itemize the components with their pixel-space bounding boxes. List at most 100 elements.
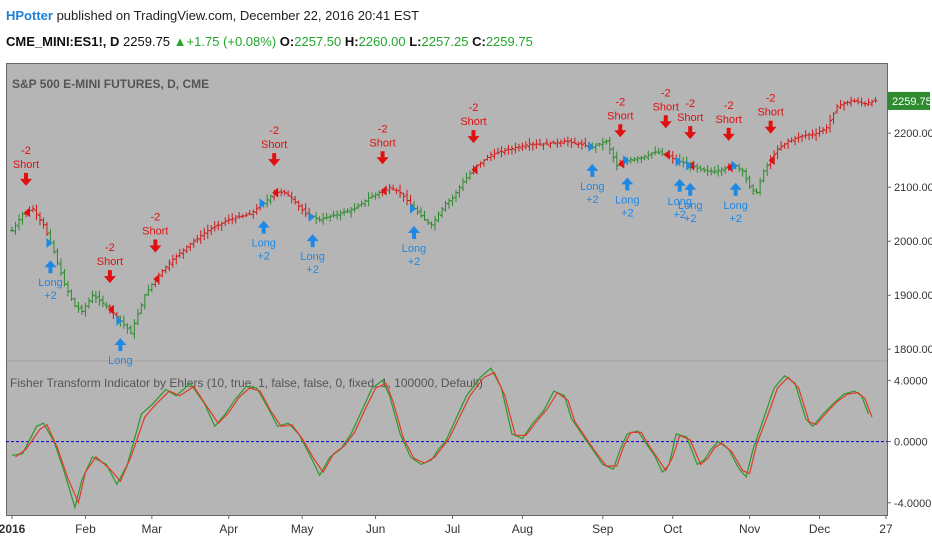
- short-arrow-icon: [764, 120, 777, 134]
- long-signal-value: +2: [257, 251, 270, 263]
- indicator-tick-label: -4.0000: [894, 498, 931, 510]
- time-tick-label: Feb: [75, 522, 96, 536]
- long-entry-marker: [675, 156, 682, 167]
- close-label: C:: [472, 34, 486, 49]
- short-signal-label: Short: [607, 110, 633, 122]
- long-signal-label: Long: [667, 196, 691, 208]
- high-label: H:: [344, 34, 359, 49]
- trigger-line[interactable]: [15, 371, 873, 505]
- price-tick-label: 1800.00: [894, 344, 932, 356]
- time-tick-label: Mar: [142, 522, 163, 536]
- time-tick-label: Nov: [739, 522, 760, 536]
- long-signal-value: +2: [408, 256, 421, 268]
- long-signal-value: +2: [586, 194, 599, 206]
- short-arrow-icon: [268, 153, 281, 167]
- short-signal-label: Short: [460, 116, 486, 128]
- long-entry-marker: [308, 211, 315, 222]
- long-entry-marker: [46, 238, 53, 248]
- time-scale[interactable]: [0, 515, 887, 550]
- time-tick-label: Sep: [592, 522, 614, 536]
- short-entry-marker: [107, 304, 114, 315]
- long-signal-value: +2: [306, 264, 319, 276]
- short-arrow-icon: [376, 151, 389, 165]
- long-arrow-icon: [586, 163, 599, 177]
- short-signal-value: -2: [724, 100, 734, 112]
- short-signal-value: -2: [269, 125, 279, 137]
- long-entry-marker: [623, 155, 630, 166]
- short-entry-marker: [153, 274, 160, 284]
- short-signal-value: -2: [150, 212, 160, 224]
- short-signal-value: -2: [105, 242, 115, 254]
- price-tick-label: 2200.00: [894, 128, 932, 140]
- short-signal-label: Short: [97, 256, 123, 268]
- short-signal-label: Short: [261, 139, 287, 151]
- short-arrow-icon: [614, 124, 627, 138]
- chart-area[interactable]: 2200.00 2100.00 2000.00 1900.00 1800.00 4.000…: [0, 60, 932, 550]
- short-arrow-icon: [684, 126, 697, 140]
- long-arrow-icon: [729, 182, 742, 196]
- short-entry-marker: [726, 162, 733, 173]
- short-arrow-icon: [467, 130, 480, 144]
- quote-line: CME_MINI:ES1!, D 2259.75 ▲+1.75 (+0.08%)…: [6, 34, 533, 49]
- time-tick-label: Jun: [366, 522, 385, 536]
- long-signal-label: Long: [580, 181, 604, 193]
- short-signal-value: -2: [615, 96, 625, 108]
- long-arrow-icon: [44, 260, 57, 274]
- long-signal-value: +2: [729, 213, 742, 225]
- open-value: 2257.50: [294, 34, 342, 49]
- long-signal-value: +2: [673, 209, 686, 221]
- time-tick-label: Oct: [663, 522, 682, 536]
- short-entry-marker: [618, 158, 625, 169]
- long-signal-label: Long: [678, 200, 702, 212]
- short-entry-marker: [380, 185, 387, 196]
- short-signal-value: -2: [21, 145, 31, 157]
- long-entry-marker: [588, 141, 595, 152]
- published-text: published on TradingView.com, December 2…: [56, 8, 420, 23]
- indicator-tick-label: 0.0000: [894, 437, 928, 449]
- price-tick-label: 2100.00: [894, 182, 932, 194]
- indicator-tick-label: 4.0000: [894, 375, 928, 387]
- long-signal-label: Long: [402, 243, 426, 255]
- long-arrow-icon: [684, 182, 697, 196]
- short-arrow-icon: [659, 115, 672, 129]
- price-scale[interactable]: [887, 60, 932, 550]
- open-label: O:: [279, 34, 295, 49]
- long-signal-value: +2: [684, 213, 697, 225]
- short-signal-value: -2: [661, 87, 671, 99]
- price-tick-label: 2000.00: [894, 236, 932, 248]
- short-arrow-icon: [149, 239, 162, 253]
- author-link[interactable]: HPotter: [6, 8, 53, 23]
- low-value: 2257.25: [421, 34, 469, 49]
- long-signal-label: Long: [251, 238, 275, 250]
- long-arrow-icon: [621, 177, 634, 191]
- short-signal-value: -2: [766, 93, 776, 105]
- long-arrow-icon: [257, 220, 270, 234]
- long-entry-marker: [410, 203, 417, 214]
- last-price: 2259.75: [123, 34, 171, 49]
- price-pane[interactable]: [6, 63, 887, 360]
- short-signal-label: Short: [369, 137, 395, 149]
- time-tick-label: 2016: [0, 522, 26, 536]
- short-arrow-icon: [19, 172, 32, 186]
- time-tick-label: May: [291, 522, 314, 536]
- long-arrow-icon: [408, 226, 421, 239]
- short-arrow-icon: [722, 127, 735, 141]
- published-line: HPotter published on TradingView.com, De…: [6, 8, 419, 23]
- short-entry-marker: [23, 207, 30, 218]
- price-tick-label: 1900.00: [894, 290, 932, 302]
- long-entry-marker: [116, 315, 123, 326]
- long-signal-label: Long: [108, 355, 132, 367]
- long-entry-marker: [686, 160, 693, 171]
- price-pane-title: S&P 500 E-MINI FUTURES, D, CME: [12, 77, 209, 91]
- time-tick-label: Dec: [809, 522, 830, 536]
- high-value: 2260.00: [358, 34, 406, 49]
- publish-header: HPotter published on TradingView.com, De…: [0, 0, 932, 60]
- short-signal-label: Short: [757, 107, 783, 119]
- time-tick-label: Jul: [445, 522, 460, 536]
- last-price-tag-label: 2259.75: [892, 96, 932, 108]
- time-tick-label: 27: [879, 522, 893, 536]
- short-signal-label: Short: [13, 159, 39, 171]
- chart-border: [6, 63, 888, 516]
- time-tick-label: Aug: [512, 522, 533, 536]
- long-arrow-icon: [114, 338, 127, 352]
